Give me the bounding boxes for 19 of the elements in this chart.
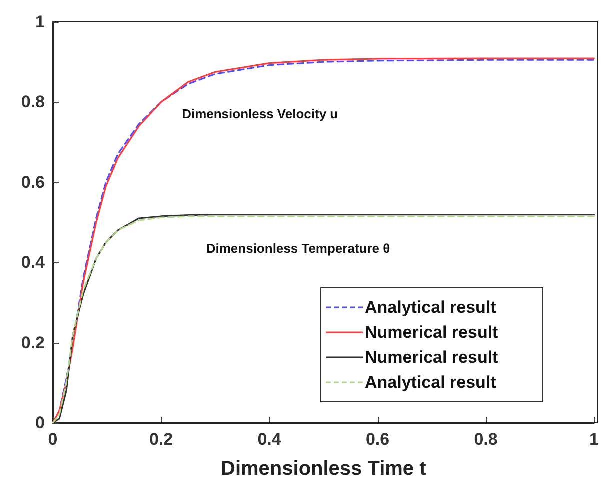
y-tick-label: 0.4 bbox=[21, 253, 46, 272]
annotation: Dimensionless Velocity u bbox=[182, 106, 338, 122]
legend-label: Numerical result bbox=[365, 348, 499, 367]
legend-label: Analytical result bbox=[365, 373, 497, 392]
annotation: Dimensionless Temperature θ bbox=[206, 241, 390, 256]
legend-label: Analytical result bbox=[365, 298, 497, 317]
x-tick-label: 0.8 bbox=[474, 430, 498, 449]
y-tick-label: 0.2 bbox=[21, 333, 45, 352]
x-tick-label: 1 bbox=[590, 430, 600, 449]
legend-label: Numerical result bbox=[365, 323, 499, 342]
y-tick-label: 0.8 bbox=[21, 92, 45, 112]
x-axis-title: Dimensionless Time t bbox=[221, 458, 427, 480]
y-tick-label: 0.6 bbox=[21, 172, 45, 192]
x-tick-label: 0.2 bbox=[149, 430, 174, 449]
y-tick-label: 1 bbox=[36, 12, 45, 32]
x-tick-label: 0.6 bbox=[366, 430, 390, 449]
x-tick-label: 0.4 bbox=[258, 430, 282, 449]
y-tick-label: 0 bbox=[36, 414, 45, 432]
x-tick-label: 0 bbox=[48, 430, 58, 449]
